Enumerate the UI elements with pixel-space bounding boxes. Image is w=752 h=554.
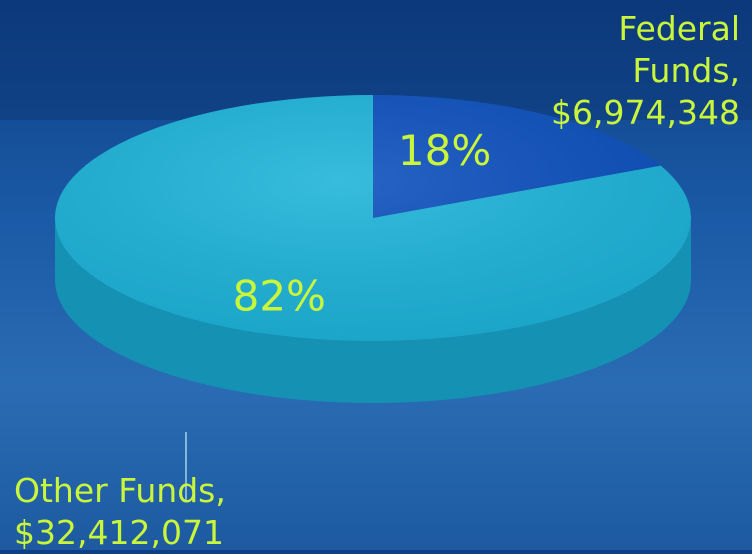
- other-label: Other Funds, $32,412,071: [14, 470, 274, 554]
- value-label: 18%: [398, 126, 491, 175]
- federal-label: Federal Funds, $6,974,348: [540, 8, 740, 134]
- page: 18% 82% Federal Funds, $6,974,348 Other F…: [0, 0, 752, 550]
- category-label: Federal Funds,: [540, 8, 740, 92]
- amount-label: $6,974,348: [540, 92, 740, 134]
- value-label: 82%: [233, 272, 326, 321]
- category-label: Other Funds,: [14, 470, 274, 512]
- amount-label: $32,412,071: [14, 512, 274, 554]
